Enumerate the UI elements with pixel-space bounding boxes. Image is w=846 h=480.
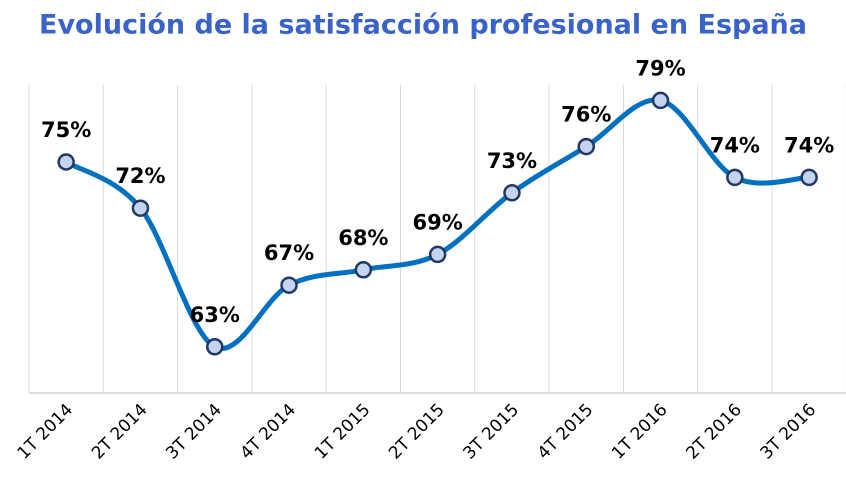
data-label: 74% [784, 133, 834, 157]
x-tick-label: 4T 2014 [237, 400, 301, 464]
data-label: 63% [190, 303, 240, 327]
marker [651, 91, 670, 110]
x-tick-label: 3T 2016 [757, 400, 821, 464]
x-tick-label: 3T 2015 [459, 400, 523, 464]
marker [131, 199, 150, 217]
data-label: 74% [710, 133, 760, 157]
data-label: 72% [115, 164, 165, 188]
marker [280, 276, 298, 294]
x-tick-label: 1T 2016 [608, 400, 672, 464]
data-label: 73% [487, 149, 537, 173]
x-tick-label: 2T 2016 [682, 400, 746, 464]
x-tick-label: 4T 2015 [534, 400, 598, 464]
x-tick-label: 1T 2015 [311, 400, 375, 464]
marker [428, 245, 447, 264]
chart-title: Evolución de la satisfacción profesional… [39, 10, 807, 41]
data-label: 75% [41, 118, 91, 142]
marker [206, 338, 224, 356]
marker [57, 153, 75, 171]
x-tick-label: 3T 2014 [162, 400, 226, 464]
x-tick-label: 1T 2014 [14, 400, 78, 464]
marker [503, 184, 521, 202]
x-tick-label: 2T 2015 [385, 400, 449, 464]
x-tick-label: 2T 2014 [88, 400, 152, 464]
marker [726, 168, 744, 187]
data-label: 68% [338, 226, 388, 250]
marker [800, 168, 818, 187]
data-label: 69% [413, 210, 463, 234]
marker [577, 137, 595, 156]
data-label: 67% [264, 241, 314, 265]
data-label: 76% [561, 103, 611, 127]
marker [354, 261, 373, 279]
data-label: 79% [635, 56, 685, 80]
